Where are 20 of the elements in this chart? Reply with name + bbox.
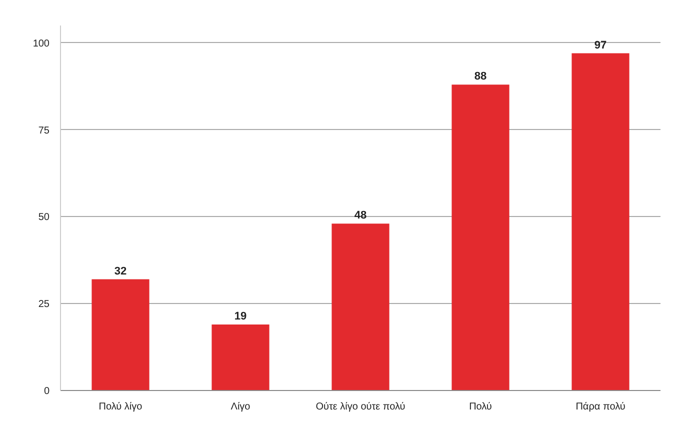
y-tick-label: 25 (38, 299, 50, 310)
data-label: 19 (234, 310, 247, 322)
data-label: 97 (594, 39, 607, 52)
bar (572, 53, 630, 390)
x-tick-label: Λίγο (230, 402, 251, 412)
x-tick-label: Πάρα πολύ (576, 402, 626, 412)
x-tick-label: Πολύ λίγο (98, 402, 143, 412)
data-label: 48 (354, 210, 367, 222)
data-label: 88 (474, 70, 487, 83)
x-tick-label: Πολύ (469, 402, 492, 412)
bar (332, 224, 390, 390)
bar (212, 324, 270, 390)
y-tick-label: 100 (32, 38, 50, 50)
data-label: 32 (114, 265, 127, 278)
bar (92, 279, 150, 390)
y-tick-label: 0 (44, 386, 50, 397)
y-tick-label: 50 (38, 212, 50, 224)
y-tick-label: 75 (38, 125, 50, 136)
bar (452, 84, 510, 390)
x-tick-label: Ούτε λίγο ούτε πολύ (316, 402, 406, 412)
